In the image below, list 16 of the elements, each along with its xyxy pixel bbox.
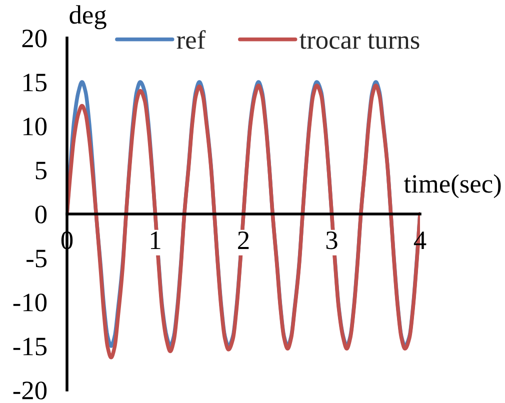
y-tick-label: 0 [35,206,47,224]
y-tick-label: -10 [13,294,47,312]
legend-label: trocar turns [300,34,420,49]
y-tick-label: -15 [13,338,47,356]
y-tick-label: 15 [23,74,47,92]
y-axis-title: deg [70,5,106,30]
y-tick-label: -5 [26,250,47,268]
y-tick-label: 20 [22,30,47,48]
x-tick-label: 3 [326,232,338,250]
y-tick-label: -20 [13,382,47,400]
x-axis-title: time(sec) [404,174,501,198]
y-tick-label: 10 [23,118,47,136]
x-tick-label: 1 [150,232,160,249]
y-tick-label: 5 [36,162,47,180]
x-tick-label: 2 [238,232,249,249]
legend-label: ref [176,30,206,49]
